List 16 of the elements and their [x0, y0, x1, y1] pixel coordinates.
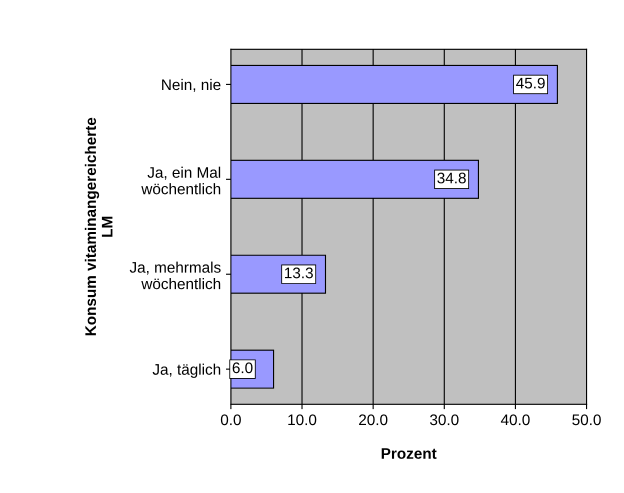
data-label: 13.3	[284, 268, 313, 278]
x-tick-label: 40.0	[500, 414, 530, 426]
x-axis-title: Prozent	[382, 448, 437, 459]
y-tick-label: Ja, mehrmals wöchentlich	[130, 262, 221, 290]
data-label: 45.9	[516, 78, 545, 89]
y-tick-label: Ja, täglich	[152, 364, 220, 378]
y-tick-label: Ja, ein Mal wöchentlich	[141, 166, 220, 194]
x-tick-label: 20.0	[359, 414, 388, 426]
x-tick-label: 10.0	[288, 414, 316, 426]
x-tick-label: 0.0	[220, 414, 241, 426]
x-tick-label: 30.0	[430, 414, 459, 426]
x-tick-label: 50.0	[572, 414, 601, 426]
y-axis-title: Konsum vitaminangereicherte LM	[84, 118, 112, 336]
data-label: 6.0	[232, 362, 253, 374]
y-tick-label: Nein, nie	[162, 78, 220, 92]
data-label: 34.8	[437, 172, 466, 184]
